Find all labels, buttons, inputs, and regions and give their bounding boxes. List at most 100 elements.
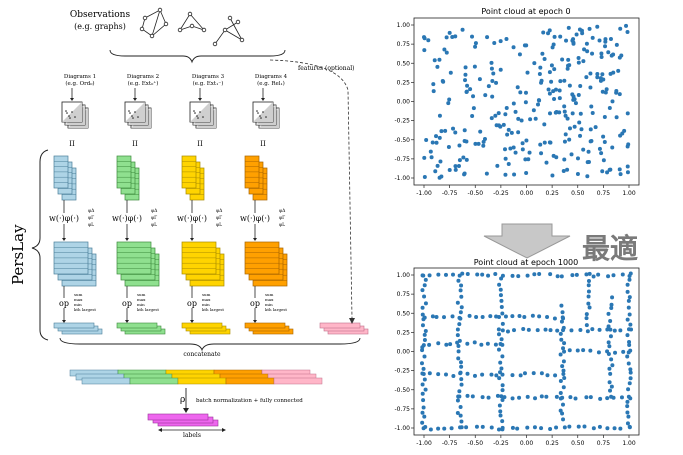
scatter-point (531, 371, 536, 376)
scatter-point (480, 314, 485, 319)
scatter-point (429, 155, 434, 160)
scatter-point (558, 396, 563, 401)
scatter-point (547, 111, 552, 116)
scatter-point (551, 89, 556, 94)
scatter-point (465, 83, 470, 88)
scatter-point (498, 293, 503, 298)
scatter-point (566, 57, 571, 62)
scatter-point (562, 104, 567, 109)
scatter-point (598, 396, 603, 401)
scatter-point (586, 301, 591, 306)
scatter-point (463, 78, 468, 83)
scatter-point (602, 140, 607, 145)
scatter-point (608, 37, 613, 42)
scatter-point (455, 398, 460, 403)
scatter-point (600, 72, 605, 77)
scatter-point (617, 167, 622, 172)
scatter-point (565, 66, 570, 71)
rho-label: ρ (180, 395, 185, 405)
y-tick-label: -0.75 (394, 406, 410, 413)
scatter-point (523, 157, 528, 162)
scatter-point (420, 312, 425, 317)
scatter-point (497, 403, 502, 408)
scatter-point (457, 273, 462, 278)
scatter-point (525, 70, 530, 75)
scatter-point (448, 342, 453, 347)
scatter-point (547, 28, 552, 33)
scatter-point (474, 315, 479, 320)
scatter-point (572, 124, 577, 129)
phi-label: φΔ (279, 208, 286, 214)
scatter-point (423, 301, 428, 306)
scatter-point (586, 289, 591, 294)
x-tick-label: -0.75 (442, 440, 458, 447)
scatter-point (480, 395, 485, 400)
scatter-point (497, 282, 502, 287)
scatter-point (625, 317, 630, 322)
scatter-point (523, 90, 528, 95)
scatter-point (608, 327, 613, 332)
op-option: min (202, 302, 210, 307)
op-label: op (59, 299, 69, 308)
scatter-point (473, 44, 478, 49)
scatter-point (605, 426, 610, 431)
scatter-point (544, 160, 549, 165)
scatter-point (435, 64, 440, 69)
scatter-point (625, 410, 630, 415)
scatter-point (566, 63, 571, 68)
phi-label: φΔ (216, 208, 223, 214)
scatter-point (611, 395, 616, 400)
scatter-point (498, 409, 503, 414)
scatter-point (613, 350, 618, 355)
scatter-point (625, 282, 630, 287)
op-label: op (250, 299, 260, 308)
scatter-point (420, 382, 425, 387)
scatter-point (499, 276, 504, 281)
scatter-point (550, 173, 555, 178)
scatter-point (610, 145, 615, 150)
scatter-point (533, 396, 538, 401)
pooled-vector (116, 322, 158, 329)
scatter-point (553, 373, 558, 378)
scatter-point (481, 143, 486, 148)
scatter-point (607, 344, 612, 349)
x-tick-label: -1.00 (416, 190, 432, 197)
scatter-point (467, 313, 472, 318)
x-tick-label: 0.00 (520, 190, 534, 197)
scatter-point (627, 295, 632, 300)
scatter-point (610, 363, 615, 368)
y-tick-label: 0.75 (397, 291, 411, 298)
op-option: max (202, 297, 211, 302)
scatter-point (453, 164, 458, 169)
scatter-point (595, 24, 600, 29)
scatter-point (576, 92, 581, 97)
x-tick-label: 1.00 (622, 190, 636, 197)
scatter-point (587, 305, 592, 310)
scatter-point (485, 35, 490, 40)
scatter-point (457, 394, 462, 399)
scatter-point (489, 66, 494, 71)
scatter-point (503, 156, 508, 161)
scatter-point (621, 349, 626, 354)
scatter-point (432, 58, 437, 63)
scatter-point (590, 110, 595, 115)
diagram-label: Diagrams 4 (255, 74, 288, 80)
scatter-point (627, 343, 632, 348)
scatter-point (502, 147, 507, 152)
scatter-point (575, 172, 580, 177)
scatter-point (459, 382, 464, 387)
weight-function-label: w(·)φ(·) (240, 214, 270, 223)
scatter-point (515, 85, 520, 90)
scatter-point (588, 348, 593, 353)
concatenated-segment (225, 377, 275, 385)
observations-subtitle: (e.g. graphs) (74, 22, 126, 31)
scatter-point (421, 405, 426, 410)
diagram-column-1: Diagrams 1(e.g. Ord₀)IIw(·)φ(·)w(·)φ(·)φ… (42, 74, 103, 335)
scatter-point (586, 294, 591, 299)
op-option: kth largest (265, 307, 287, 312)
scatter-point (422, 338, 427, 343)
scatter-point (567, 126, 572, 131)
scatter-point (457, 389, 462, 394)
scatter-point (605, 170, 610, 175)
scatter-point (423, 277, 428, 282)
